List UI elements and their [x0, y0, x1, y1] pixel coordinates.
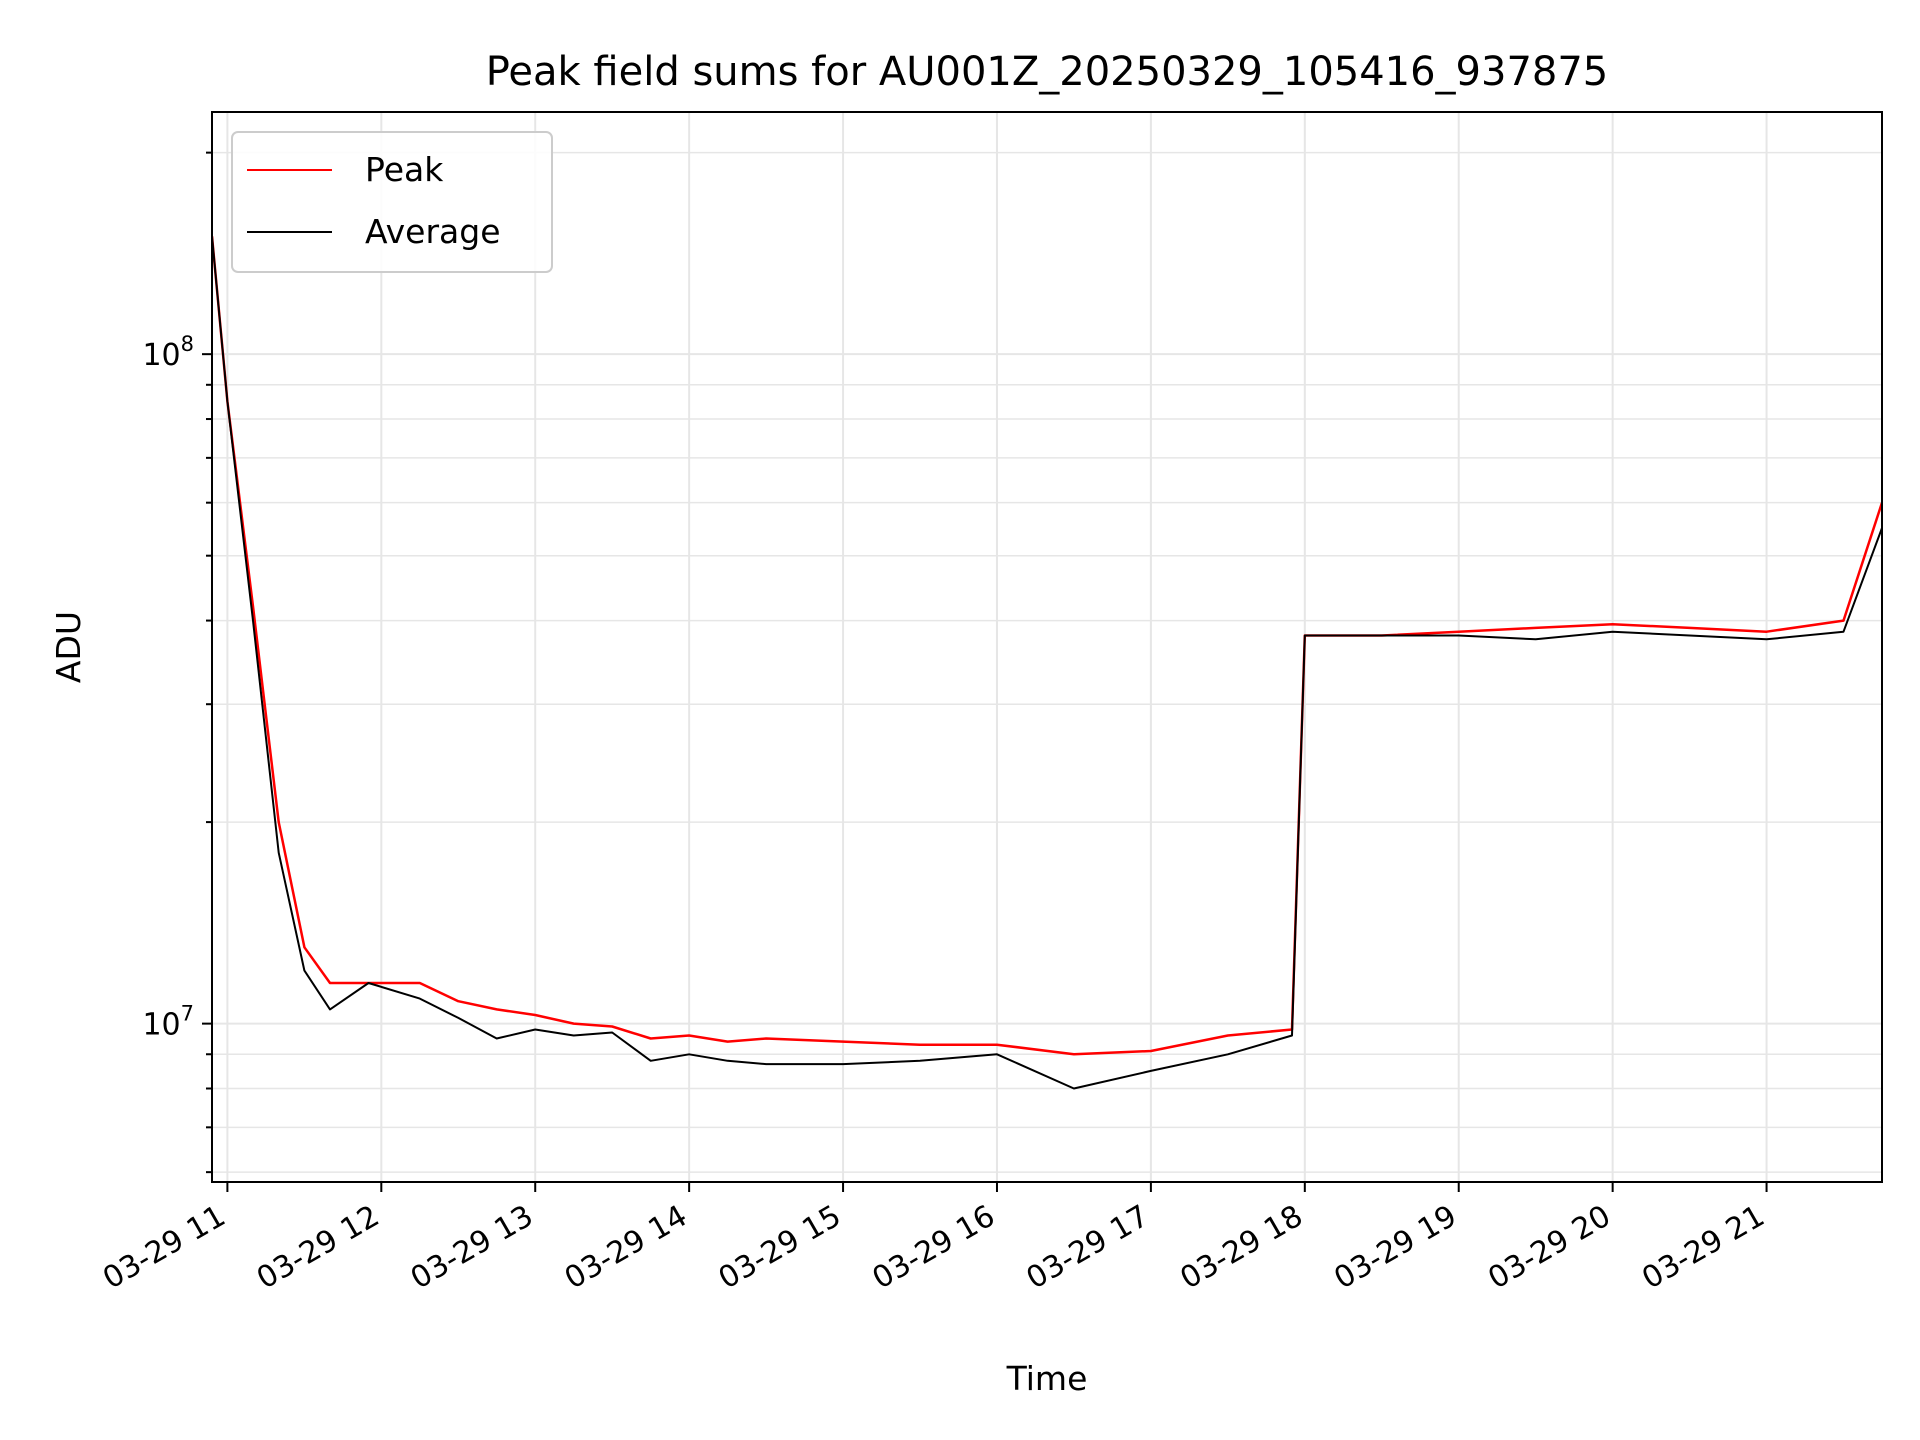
x-axis-label: Time	[1006, 1359, 1088, 1398]
plot-frame	[211, 111, 1883, 1183]
legend-box	[231, 131, 553, 273]
chart-title: Peak field sums for AU001Z_20250329_1054…	[486, 49, 1609, 95]
y-tick-base: 10	[142, 1008, 180, 1043]
grid	[212, 112, 1882, 1182]
legend-label-average: Average	[365, 212, 501, 251]
y-axis-label: ADU	[49, 611, 88, 683]
legend-label-peak: Peak	[365, 150, 444, 189]
y-tick-exponent: 8	[181, 332, 194, 356]
y-tick-exponent: 7	[181, 1002, 194, 1026]
series-line-average	[212, 236, 1882, 1090]
y-tick-label: 107	[142, 1002, 194, 1043]
series-group	[212, 236, 1882, 1090]
legend: Peak Average	[231, 131, 553, 273]
y-tick-label: 108	[142, 332, 194, 373]
series-line-peak	[212, 236, 1882, 1056]
y-tick-base: 10	[142, 338, 180, 373]
